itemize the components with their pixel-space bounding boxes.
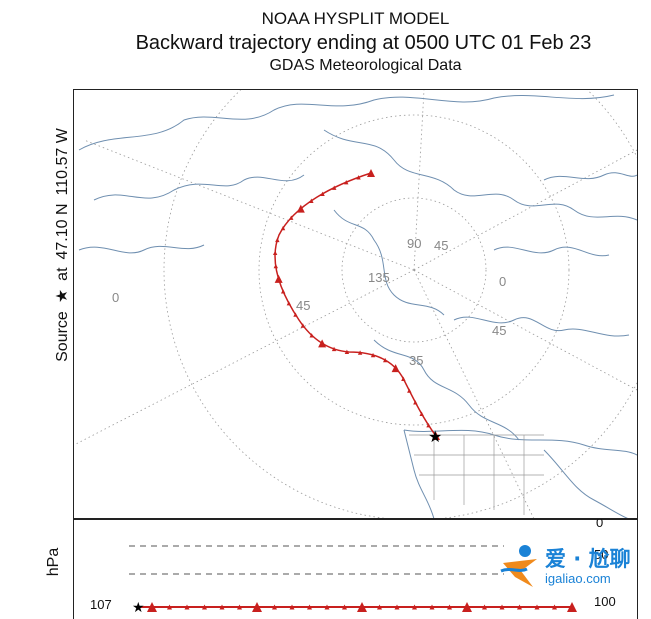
trajectory-marker	[357, 350, 363, 355]
trajectory-marker	[413, 400, 418, 405]
trajectory-marker	[309, 198, 314, 203]
pressure-levels	[129, 545, 504, 575]
data-source-subtitle: GDAS Meteorological Data	[269, 57, 462, 74]
grid-label-45a: 45	[434, 238, 448, 253]
hpa-axis-label: hPa	[45, 547, 63, 577]
trajectory-marker	[309, 333, 314, 338]
trajectory-marker	[331, 346, 337, 352]
watermark: 爱 · 尬聊 igaliao.com	[497, 537, 647, 597]
trajectory-marker	[280, 289, 286, 294]
profile-marker	[534, 604, 540, 610]
profile-svg: ★	[129, 545, 577, 615]
profile-left-value: 107	[90, 597, 112, 612]
profile-marker	[219, 604, 225, 610]
trajectory-marker	[426, 422, 431, 428]
grid-label-90: 90	[407, 236, 421, 251]
profile-marker	[237, 604, 242, 610]
trajectory-marker	[391, 364, 400, 373]
source-star-icon: ★	[428, 429, 442, 446]
pressure-tick-50: 50	[594, 547, 609, 562]
trajectory-marker	[356, 175, 361, 180]
grid-label-35: 35	[409, 353, 423, 368]
profile-star-icon: ★	[132, 599, 145, 615]
coastlines	[78, 94, 637, 519]
profile-marker	[307, 604, 312, 610]
grid-label-0: 0	[499, 274, 506, 289]
trajectory-marker	[419, 411, 424, 417]
profile-marker	[202, 604, 207, 610]
profile-marker	[552, 604, 557, 610]
trajectory-marker	[344, 349, 350, 355]
trajectory-marker	[274, 274, 283, 283]
trajectory-marker	[332, 185, 337, 190]
trajectory-marker	[275, 237, 280, 243]
profile-marker	[324, 604, 330, 610]
profile-marker	[412, 604, 417, 610]
pressure-tick-0: 0	[596, 518, 604, 530]
profile-marker	[482, 604, 487, 610]
profile-marker	[184, 604, 190, 610]
trajectory-marker	[367, 169, 375, 177]
trajectory-marker	[289, 215, 294, 220]
watermark-url: igaliao.com	[545, 571, 611, 586]
profile-marker	[272, 604, 277, 610]
profile-marker	[499, 604, 505, 610]
profile-marker	[342, 604, 347, 610]
longitude-value: 110.57 W	[54, 128, 71, 196]
trajectory-marker	[344, 179, 349, 185]
profile-marker	[517, 604, 522, 610]
trajectory-map: 90 45 135 45 0 45 35 0 ★	[73, 89, 638, 520]
trajectory-marker	[273, 263, 279, 269]
at-word: at	[54, 267, 71, 281]
trajectory-marker	[370, 352, 376, 358]
trajectory-marker	[293, 312, 298, 317]
profile-marker	[167, 604, 172, 610]
trajectory-marker	[296, 204, 305, 213]
profile-marker	[429, 604, 435, 610]
trajectory-marker	[432, 432, 440, 440]
trajectory-marker	[318, 339, 327, 348]
profile-marker	[394, 604, 400, 610]
profile-marker	[289, 604, 295, 610]
trajectory-marker	[320, 191, 325, 196]
grid-label-135: 135	[368, 270, 390, 285]
grid-label-0-left: 0	[112, 290, 119, 305]
state-borders	[409, 434, 544, 515]
trajectory-marker	[300, 323, 306, 328]
trajectory-marker	[407, 388, 412, 393]
profile-marker	[447, 604, 452, 610]
grid-label-45b: 45	[296, 298, 310, 313]
latitude-value: 47.10 N	[54, 203, 71, 260]
watermark-logo-icon	[500, 545, 537, 587]
trajectory-marker	[280, 225, 286, 231]
grid-label-45c: 45	[492, 323, 506, 338]
star-icon: ★	[54, 288, 71, 304]
source-location-label: Source ★ at 47.10 N 110.57 W	[52, 95, 72, 395]
map-svg: 90 45 135 45 0 45 35 0 ★	[74, 90, 637, 519]
trajectory-markers	[272, 169, 440, 440]
height-profile: ★ 0 50 100	[73, 518, 638, 619]
grid-lines	[74, 90, 637, 519]
watermark-title: 爱 · 尬聊	[545, 547, 631, 571]
trajectory-marker	[286, 300, 292, 306]
source-word: Source	[54, 311, 71, 362]
trajectory-marker	[272, 250, 278, 256]
model-title: NOAA HYSPLIT MODEL	[261, 9, 450, 28]
profile-marker	[377, 604, 382, 610]
trajectory-title: Backward trajectory ending at 0500 UTC 0…	[135, 32, 592, 54]
trajectory-marker	[382, 357, 388, 363]
pressure-tick-100: 100	[594, 594, 616, 609]
trajectory-marker	[401, 376, 406, 381]
